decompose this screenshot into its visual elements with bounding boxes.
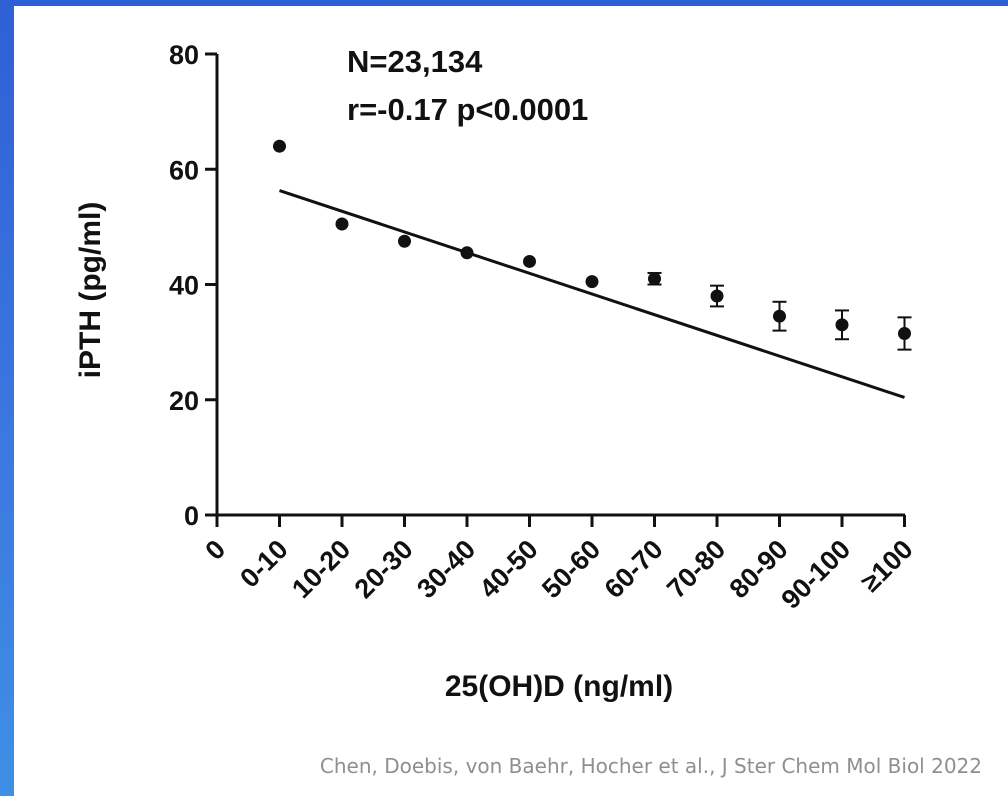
y-tick-label: 80 xyxy=(169,40,199,70)
data-point xyxy=(398,234,411,248)
slide-canvas: 0 20 40 60 80 0 0-10 10-20 20-30 30-40 40-50 50-60 6… xyxy=(14,6,1008,796)
x-tick-label: 30-40 xyxy=(411,534,481,604)
data-point xyxy=(585,275,599,289)
regression-line xyxy=(279,189,905,399)
x-tick-label: 90-100 xyxy=(776,534,857,615)
x-tick-label: 70-80 xyxy=(661,534,731,604)
citation-text: Chen, Doebis, von Baehr, Hocher et al., … xyxy=(319,754,982,778)
y-tick-label: 0 xyxy=(184,501,199,531)
data-point xyxy=(898,326,911,340)
data-point xyxy=(710,289,724,303)
y-tick-label: 20 xyxy=(169,386,199,416)
x-tick-label: 60-70 xyxy=(599,534,669,604)
data-point xyxy=(648,272,661,286)
x-tick-label: 50-60 xyxy=(536,534,606,604)
data-point xyxy=(523,254,536,268)
y-tick-label: 40 xyxy=(169,271,199,301)
data-point xyxy=(273,139,286,153)
data-point xyxy=(773,309,786,323)
x-tick-label: 40-50 xyxy=(474,534,544,604)
data-point xyxy=(460,246,474,260)
data-point xyxy=(335,217,349,231)
axes xyxy=(205,52,906,527)
annotation-correlation: r=-0.17 p<0.0001 xyxy=(347,92,588,127)
data-point xyxy=(835,318,849,332)
x-tick-label: 20-30 xyxy=(349,534,419,604)
annotation-sample-size: N=23,134 xyxy=(347,44,483,79)
y-axis-title: iPTH (pg/ml) xyxy=(74,202,107,379)
x-tick-label: 0 xyxy=(199,534,231,566)
x-tick-label: 10-20 xyxy=(286,534,356,604)
y-tick-label: 60 xyxy=(169,155,199,185)
data-marks xyxy=(273,139,912,399)
x-tick-label: ≥100 xyxy=(855,534,919,598)
x-tick-label: 0-10 xyxy=(234,534,293,593)
x-axis-title: 25(OH)D (ng/ml) xyxy=(445,670,673,703)
